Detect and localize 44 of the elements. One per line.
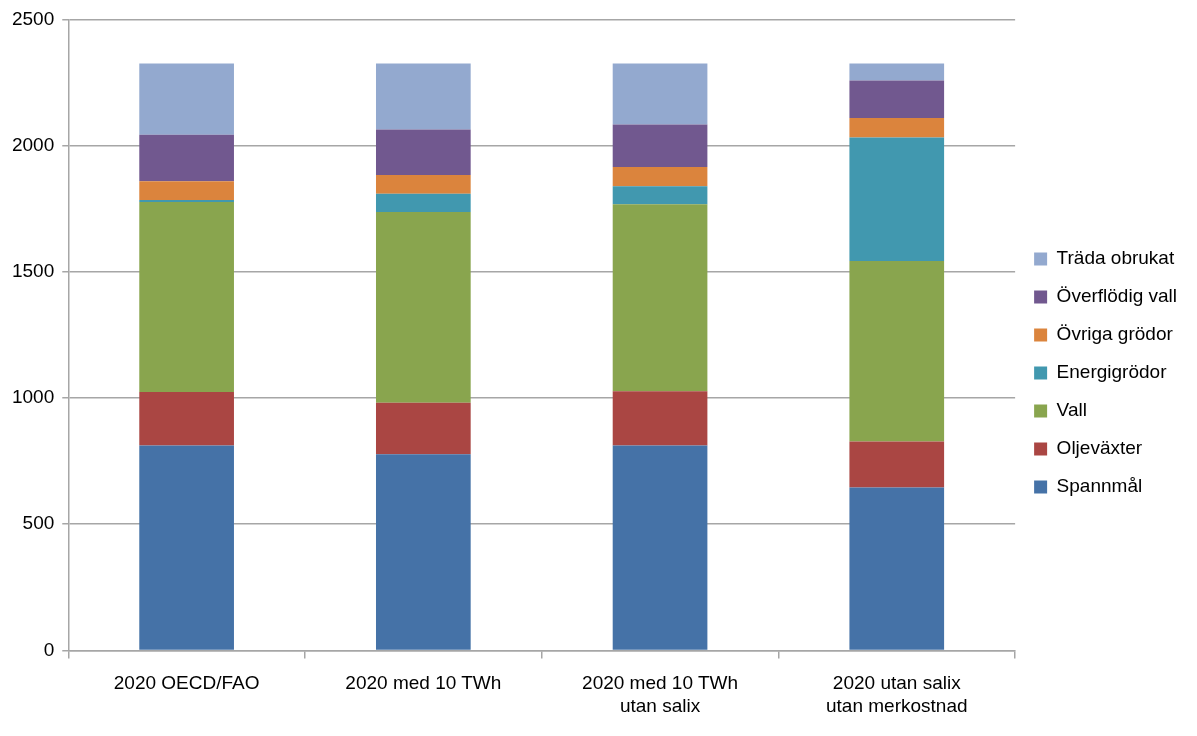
bar: [849, 118, 945, 138]
bar: [612, 445, 708, 650]
legend-label: Spannmål: [1056, 475, 1143, 497]
bar: [375, 63, 471, 130]
bar: [849, 260, 945, 442]
bar: [612, 124, 708, 168]
bar: [375, 454, 471, 650]
y-tick-label: 500: [22, 512, 55, 534]
bar: [375, 174, 471, 194]
bar: [612, 167, 708, 187]
bar: [612, 186, 708, 205]
bar: [849, 63, 945, 81]
bar: [375, 129, 471, 175]
bar: [849, 137, 945, 261]
bar: [849, 441, 945, 488]
bar: [849, 487, 945, 650]
y-tick-label: 1000: [11, 386, 55, 408]
bar: [375, 402, 471, 455]
x-tick-label: 2020 med 10 TWh: [345, 672, 502, 694]
bar: [612, 391, 708, 446]
y-tick-label: 2500: [11, 7, 55, 29]
legend-label: Oljeväxter: [1056, 437, 1143, 459]
legend-label: Vall: [1056, 399, 1087, 421]
y-tick-label: 2000: [11, 133, 55, 155]
legend-label: Övriga grödor: [1056, 323, 1174, 345]
bar: [612, 63, 708, 125]
bar: [139, 63, 234, 135]
bar: [139, 181, 234, 201]
bar: [139, 445, 234, 650]
bar: [139, 201, 234, 392]
x-tick-label: 2020 OECD/FAO: [113, 672, 260, 694]
bar: [375, 193, 471, 212]
bar: [375, 211, 471, 403]
legend-label: Överflödig vall: [1056, 285, 1178, 307]
legend-label: Träda obrukat: [1056, 247, 1175, 269]
bar: [612, 204, 708, 392]
bar: [139, 134, 234, 182]
x-tick-label: 2020 med 10 TWh utan salix: [582, 672, 739, 716]
y-tick-label: 0: [43, 638, 55, 660]
legend-label: Energigrödor: [1056, 361, 1168, 383]
x-tick-label: 2020 utan salix utan merkostnad: [826, 672, 968, 716]
bar: [139, 391, 234, 446]
y-tick-label: 1500: [11, 260, 55, 282]
bar: [849, 80, 945, 119]
